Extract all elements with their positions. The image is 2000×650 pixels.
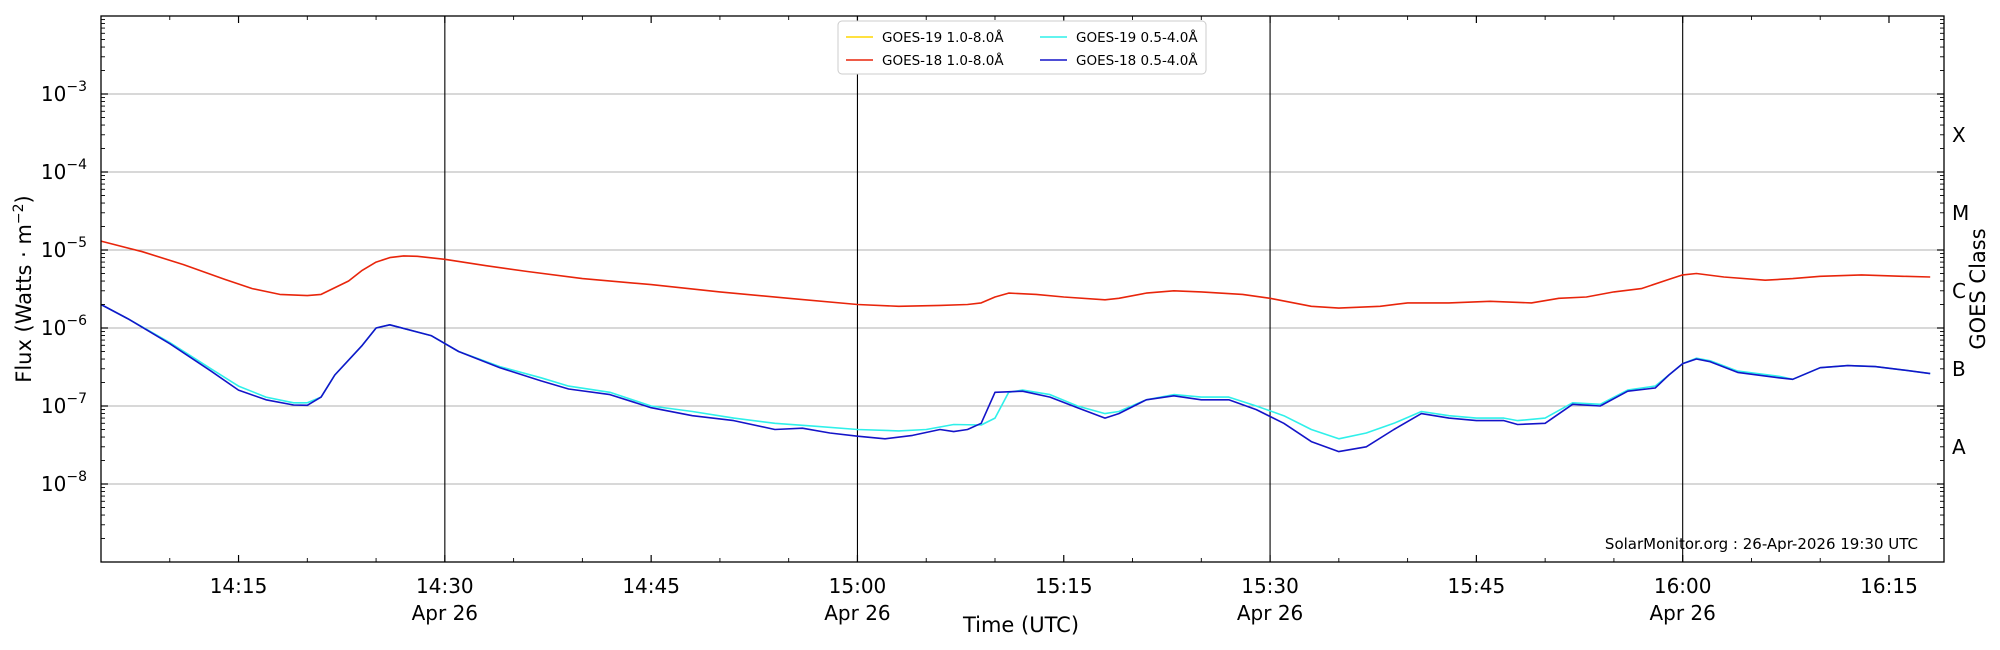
goes-class-label: X xyxy=(1952,123,1966,147)
y-tick-exponent: −7 xyxy=(66,391,87,407)
right-axis-title: GOES Class xyxy=(1966,228,1990,349)
y-tick-base: 10 xyxy=(41,238,66,262)
y-tick-label: 10−8 xyxy=(41,469,87,496)
x-tick-label: 15:00 xyxy=(829,574,887,598)
y-tick-base: 10 xyxy=(41,82,66,106)
x-tick-date-label: Apr 26 xyxy=(412,601,478,625)
x-tick-date-label: Apr 26 xyxy=(1237,601,1303,625)
x-axis-title: Time (UTC) xyxy=(962,613,1079,637)
y-tick-exponent: −5 xyxy=(66,235,87,251)
y-tick-label: 10−7 xyxy=(41,391,87,418)
x-tick-label: 15:45 xyxy=(1448,574,1506,598)
x-axis-ticks: 14:15 14:30 Apr 26 14:45 15:00 Apr 26 15:15 15:… xyxy=(100,16,1918,625)
horizontal-gridlines xyxy=(101,93,1944,485)
plot-frame xyxy=(100,15,1945,563)
y-tick-exponent: −3 xyxy=(66,79,87,95)
goes-class-label: A xyxy=(1952,435,1966,459)
x-tick-label: 14:15 xyxy=(210,574,268,598)
series-line-2 xyxy=(100,240,1931,309)
legend-label-goes19-short: GOES-19 0.5-4.0Å xyxy=(1076,29,1198,46)
x-tick-label: 15:15 xyxy=(1035,574,1093,598)
x-tick-label: 14:45 xyxy=(622,574,680,598)
x-tick-label: 15:30 xyxy=(1241,574,1299,598)
y-axis-title-main: Flux (Watts · m xyxy=(12,224,36,383)
legend-box xyxy=(837,20,1207,75)
x-tick-date-label: Apr 26 xyxy=(824,601,890,625)
y-axis-title-close: ) xyxy=(12,195,36,203)
y-tick-label: 10−4 xyxy=(41,157,87,184)
goes-class-labels: X M C B A xyxy=(1952,123,1969,459)
goes-class-label: B xyxy=(1952,357,1966,381)
y-tick-label: 10−3 xyxy=(41,79,87,106)
y-tick-base: 10 xyxy=(41,316,66,340)
y-tick-exponent: −6 xyxy=(66,313,87,329)
series-line-4 xyxy=(100,303,1931,453)
legend: GOES-19 1.0-8.0Å GOES-18 1.0-8.0Å GOES-1… xyxy=(837,20,1207,75)
x-tick-label: 16:00 xyxy=(1654,574,1712,598)
y-tick-base: 10 xyxy=(41,472,66,496)
y-tick-base: 10 xyxy=(41,394,66,418)
x-tick-label: 16:15 xyxy=(1860,574,1918,598)
y-axis-title-exponent: −2 xyxy=(11,203,27,224)
x-tick-date-label: Apr 26 xyxy=(1649,601,1715,625)
y-tick-exponent: −8 xyxy=(66,469,87,485)
legend-label-goes18-long: GOES-18 1.0-8.0Å xyxy=(882,52,1004,69)
x-tick-label: 14:30 xyxy=(416,574,474,598)
legend-label-goes19-long: GOES-19 1.0-8.0Å xyxy=(882,29,1004,46)
y-axis-title: Flux (Watts · m−2) xyxy=(11,195,36,383)
credit-text: SolarMonitor.org : 26-Apr-2026 19:30 UTC xyxy=(1605,535,1918,553)
y-tick-base: 10 xyxy=(41,160,66,184)
legend-label-goes18-short: GOES-18 0.5-4.0Å xyxy=(1076,52,1198,69)
y-axis-ticks: 10−810−710−610−510−410−3 xyxy=(41,19,1944,539)
goes-class-label: M xyxy=(1952,201,1969,225)
day-marker-lines xyxy=(444,16,1684,562)
y-tick-label: 10−5 xyxy=(41,235,87,262)
series-lines xyxy=(100,240,1931,453)
goes-class-label: C xyxy=(1952,279,1966,303)
y-tick-label: 10−6 xyxy=(41,313,87,340)
y-tick-exponent: −4 xyxy=(66,157,87,173)
